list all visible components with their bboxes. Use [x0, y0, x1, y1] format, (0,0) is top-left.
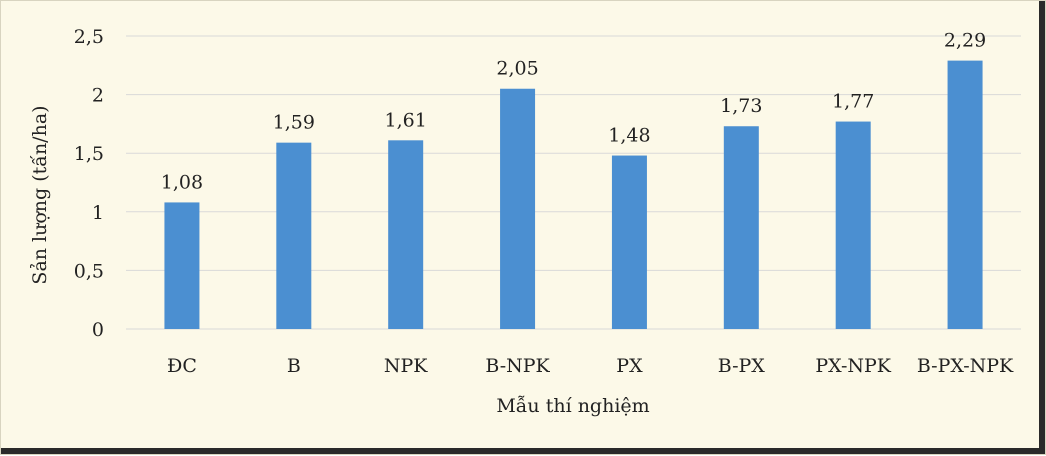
- bar: [947, 60, 983, 329]
- x-category-label: B: [287, 355, 301, 377]
- bar: [500, 88, 536, 330]
- y-axis-title: Sản lượng (tấn/ha): [29, 105, 51, 284]
- data-label: 1,48: [608, 125, 650, 147]
- y-tick-label: 1: [92, 202, 104, 224]
- x-category-label: ĐC: [167, 355, 197, 377]
- y-tick-label: 0: [92, 319, 104, 341]
- bars: [164, 60, 983, 330]
- x-category-label: B-NPK: [485, 355, 550, 377]
- data-label: 1,73: [720, 95, 762, 117]
- x-category-label: B-PX: [718, 355, 766, 377]
- y-tick-label: 2: [92, 85, 104, 107]
- x-axis-categories: ĐC B NPK B-NPK PX B-PX PX-NPK B-PX-NPK: [167, 355, 1014, 377]
- data-label: 2,29: [944, 30, 986, 52]
- gridlines: [126, 35, 1021, 330]
- bar: [611, 155, 647, 329]
- bar: [723, 126, 759, 329]
- y-tick-label: 2,5: [74, 26, 104, 48]
- y-axis-ticks: 0 0,5 1 1,5 2 2,5: [74, 26, 104, 341]
- x-category-label: PX-NPK: [815, 355, 891, 377]
- bar: [276, 142, 312, 329]
- x-category-label: NPK: [384, 355, 428, 377]
- data-label: 1,08: [161, 171, 203, 193]
- data-label: 2,05: [496, 58, 538, 80]
- data-label: 1,77: [832, 91, 874, 113]
- data-label: 1,61: [385, 109, 427, 131]
- bar: [164, 202, 200, 329]
- bar: [388, 140, 424, 329]
- x-category-label: PX: [616, 355, 643, 377]
- y-tick-label: 1,5: [74, 143, 104, 165]
- data-labels: 1,08 1,59 1,61 2,05 1,48 1,73 1,77 2,29: [161, 30, 986, 194]
- bar: [835, 121, 871, 329]
- y-tick-label: 0,5: [74, 260, 104, 282]
- x-category-label: B-PX-NPK: [917, 355, 1014, 377]
- data-label: 1,59: [273, 112, 315, 134]
- x-axis-title: Mẫu thí nghiệm: [496, 395, 649, 417]
